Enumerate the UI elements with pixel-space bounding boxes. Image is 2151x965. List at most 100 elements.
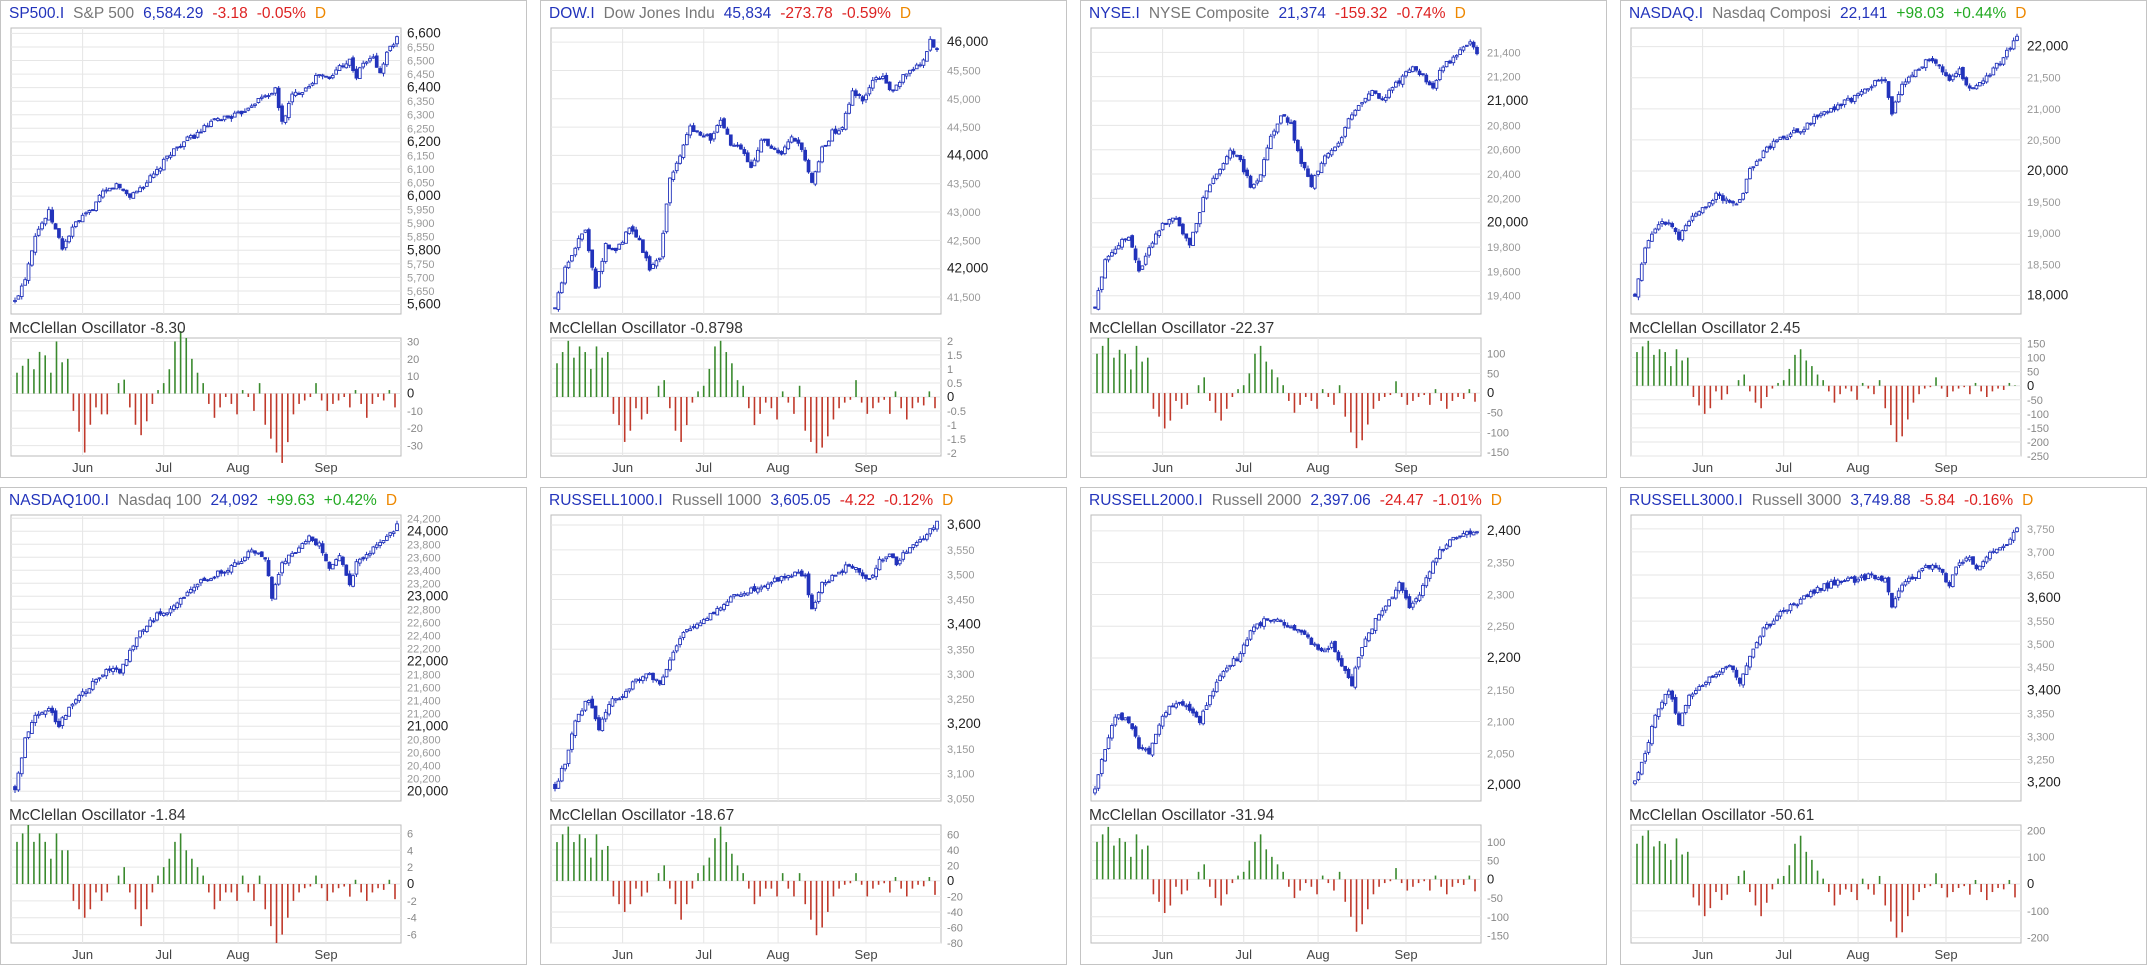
candle-body bbox=[759, 139, 764, 153]
candle-body bbox=[1316, 170, 1320, 175]
month-label: Jun bbox=[1692, 947, 1713, 962]
candle bbox=[840, 568, 845, 576]
candle bbox=[1731, 665, 1735, 673]
candle-body bbox=[1407, 69, 1412, 73]
candle-body bbox=[395, 523, 399, 531]
price-change: +98.03 bbox=[1896, 5, 1945, 22]
candle bbox=[698, 131, 703, 137]
candle bbox=[918, 62, 922, 68]
symbol-link[interactable]: RUSSELL1000.I bbox=[549, 492, 663, 509]
candle bbox=[317, 74, 322, 78]
candle bbox=[1677, 711, 1681, 726]
candle bbox=[307, 534, 311, 545]
candle bbox=[1636, 278, 1641, 301]
candle-body bbox=[678, 155, 682, 164]
candle bbox=[1471, 531, 1476, 536]
candle-body bbox=[617, 698, 622, 701]
symbol-link[interactable]: NYSE.I bbox=[1089, 5, 1140, 22]
candle bbox=[904, 73, 909, 80]
candle bbox=[1380, 96, 1385, 101]
candle bbox=[1778, 609, 1783, 620]
candle-body bbox=[749, 587, 753, 594]
candle bbox=[1893, 596, 1898, 609]
chart-panel-russell3000i[interactable]: RUSSELL3000.I Russell 3000 3,749.88 -5.84 -0… bbox=[1620, 487, 2147, 965]
candle bbox=[1316, 170, 1320, 177]
candle bbox=[617, 243, 622, 250]
candle-body bbox=[1164, 712, 1168, 717]
symbol-link[interactable]: DOW.I bbox=[549, 5, 595, 22]
candle bbox=[192, 133, 197, 139]
chart-panel-nysei[interactable]: NYSE.I NYSE Composite 21,374 -159.32 -0.74% D… bbox=[1080, 0, 1607, 478]
candle bbox=[691, 122, 696, 133]
candle-body bbox=[1475, 46, 1479, 55]
chart-panel-dowi[interactable]: DOW.I Dow Jones Indu 45,834 -273.78 -0.59% D 4… bbox=[540, 0, 1067, 478]
candle-body bbox=[53, 223, 58, 230]
last-price: 3,605.05 bbox=[770, 492, 831, 509]
candle-body bbox=[600, 260, 605, 272]
candle-body bbox=[1147, 747, 1151, 755]
symbol-link[interactable]: RUSSELL2000.I bbox=[1089, 492, 1203, 509]
candle bbox=[583, 229, 588, 234]
candle bbox=[374, 541, 379, 550]
candle-body bbox=[566, 749, 571, 765]
candle-body bbox=[1666, 690, 1671, 696]
candle bbox=[1984, 555, 1989, 565]
candle bbox=[874, 564, 879, 581]
chart-panel-russell1000i[interactable]: RUSSELL1000.I Russell 1000 3,605.05 -4.22 -0… bbox=[540, 487, 1067, 965]
candle-body bbox=[1208, 695, 1212, 706]
candle bbox=[681, 143, 686, 160]
candle-body bbox=[165, 612, 169, 615]
candle bbox=[847, 563, 851, 567]
candle-body bbox=[310, 536, 315, 542]
candle-body bbox=[877, 77, 882, 80]
candle-body bbox=[303, 87, 308, 92]
candle-body bbox=[151, 620, 156, 623]
candle bbox=[776, 577, 780, 582]
symbol-link[interactable]: NASDAQ100.I bbox=[9, 492, 109, 509]
candle bbox=[1454, 54, 1459, 60]
candle-body bbox=[1093, 788, 1097, 794]
candle bbox=[1282, 619, 1287, 629]
symbol-link[interactable]: NASDAQ.I bbox=[1629, 5, 1704, 22]
candle-body bbox=[624, 231, 628, 244]
symbol-link[interactable]: SP500.I bbox=[9, 5, 65, 22]
candle-body bbox=[586, 700, 591, 703]
candle-body bbox=[891, 553, 895, 559]
candle bbox=[1214, 679, 1219, 693]
chart-panel-sp500i[interactable]: SP500.I S&P 500 6,584.29 -3.18 -0.05% D 5,600 5… bbox=[0, 0, 527, 478]
candle bbox=[1991, 548, 1996, 554]
candle-body bbox=[1856, 93, 1860, 97]
candle bbox=[1417, 591, 1422, 603]
month-label: Aug bbox=[1307, 460, 1330, 475]
y-tick-label: 6,100 bbox=[407, 164, 435, 176]
candle bbox=[1890, 592, 1894, 609]
period-label: D bbox=[1490, 492, 1502, 509]
candle bbox=[1289, 624, 1293, 629]
candle bbox=[796, 137, 801, 147]
candle bbox=[1275, 123, 1280, 135]
candle bbox=[1981, 77, 1986, 86]
chart-panel-nasdaqi[interactable]: NASDAQ.I Nasdaq Composi 22,141 +98.03 +0.44%… bbox=[1620, 0, 2147, 478]
candle-body bbox=[1846, 97, 1850, 101]
candle-body bbox=[1197, 716, 1202, 724]
last-price: 45,834 bbox=[723, 5, 772, 22]
candle bbox=[1174, 700, 1178, 710]
candle-body bbox=[1383, 96, 1388, 101]
candle-body bbox=[647, 672, 652, 676]
candle bbox=[928, 36, 933, 52]
index-name: Nasdaq 100 bbox=[117, 492, 202, 509]
candle bbox=[60, 236, 65, 251]
symbol-link[interactable]: RUSSELL3000.I bbox=[1629, 492, 1743, 509]
chart-panel-nasdaq100i[interactable]: NASDAQ100.I Nasdaq 100 24,092 +99.63 +0.42% D… bbox=[0, 487, 527, 965]
osc-tick-label: 100 bbox=[2027, 353, 2045, 365]
candle bbox=[823, 144, 828, 147]
candle-body bbox=[2005, 544, 2009, 547]
y-tick-label: 3,550 bbox=[2027, 616, 2055, 628]
candle-body bbox=[36, 713, 41, 717]
candle bbox=[793, 571, 797, 577]
candle-body bbox=[371, 546, 376, 554]
candle bbox=[1221, 669, 1226, 679]
chart-panel-russell2000i[interactable]: RUSSELL2000.I Russell 2000 2,397.06 -24.47-… bbox=[1080, 487, 1607, 965]
y-tick-label: 19,800 bbox=[1487, 242, 1521, 254]
candle-body bbox=[931, 39, 936, 48]
